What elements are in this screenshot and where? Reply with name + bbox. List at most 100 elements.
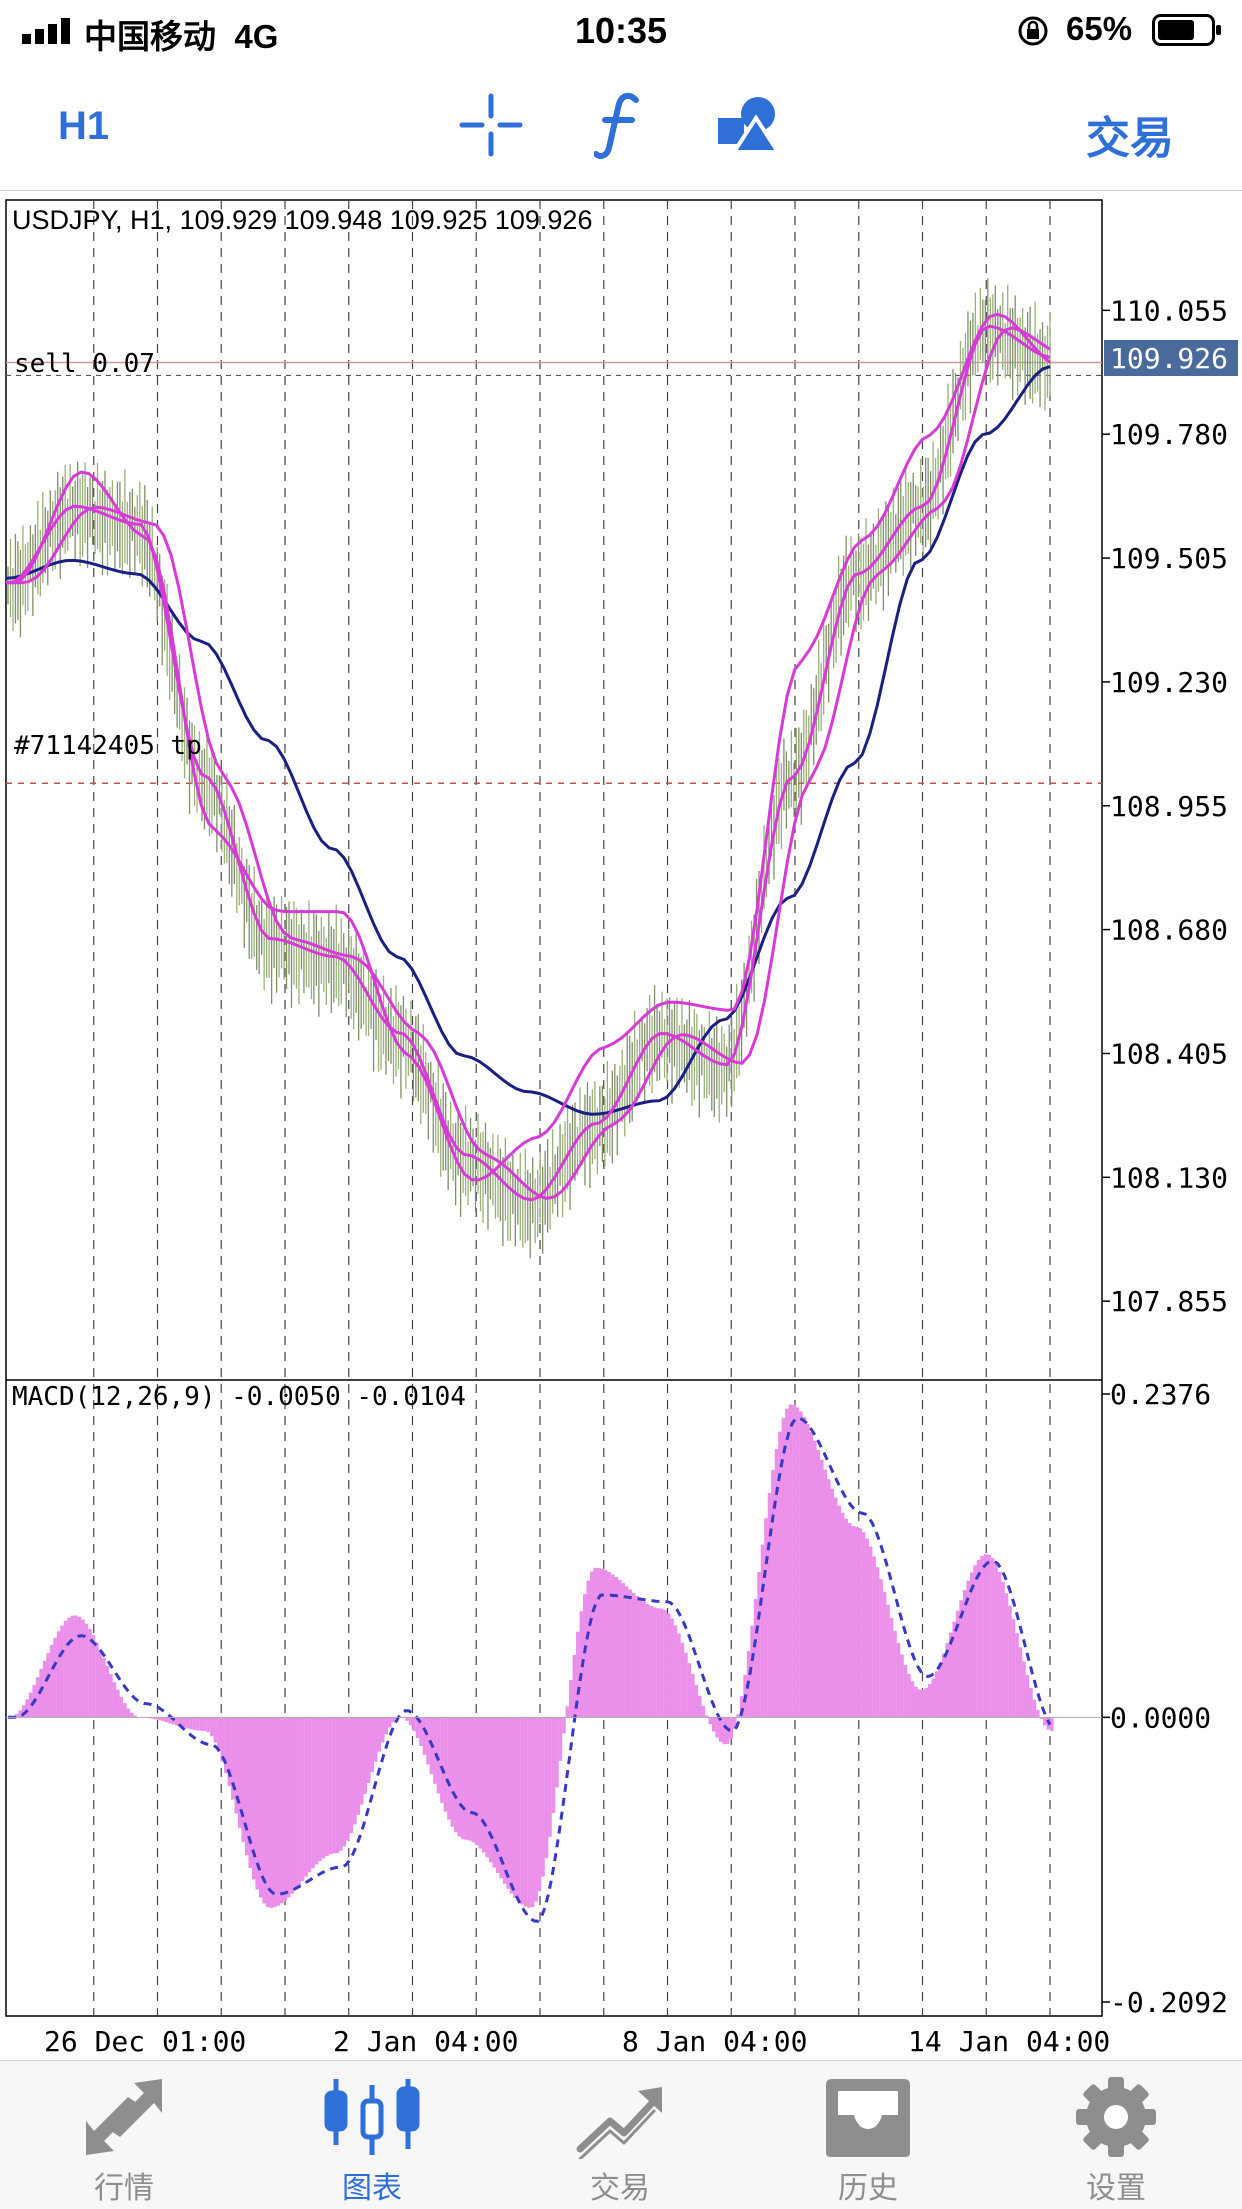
- macd-bar: [273, 1717, 277, 1907]
- macd-bar: [370, 1717, 374, 1772]
- macd-bar: [374, 1717, 378, 1761]
- macd-bar: [855, 1527, 859, 1718]
- tab-label: 图表: [248, 2163, 496, 2207]
- macd-bar: [977, 1560, 981, 1718]
- price-tick-label: 108.955: [1110, 790, 1228, 823]
- macd-bar: [674, 1625, 678, 1717]
- tab-quotes[interactable]: 行情: [0, 2061, 248, 2209]
- trade-button[interactable]: 交易: [1086, 102, 1174, 166]
- macd-bar: [587, 1581, 591, 1718]
- macd-bar: [391, 1717, 395, 1722]
- macd-bar: [900, 1655, 904, 1718]
- macd-bar: [848, 1523, 852, 1717]
- macd-bar: [210, 1717, 214, 1736]
- macd-bar: [245, 1717, 249, 1855]
- macd-bar: [60, 1626, 64, 1718]
- macd-bar: [872, 1556, 876, 1717]
- macd-bar: [545, 1717, 549, 1858]
- macd-bar: [722, 1717, 726, 1744]
- macd-bar: [346, 1717, 350, 1840]
- time-axis-label: 8 Jan 04:00: [622, 2025, 807, 2058]
- macd-tick-label: -0.2092: [1110, 1986, 1228, 2019]
- history-inbox-icon: [818, 2075, 918, 2159]
- macd-bar: [911, 1681, 915, 1717]
- macd-bar: [517, 1717, 521, 1901]
- candlestick-chart-icon: [322, 2075, 422, 2159]
- macd-bar: [702, 1706, 706, 1717]
- macd-bar: [95, 1642, 99, 1717]
- macd-bar: [485, 1717, 489, 1857]
- macd-bar: [451, 1717, 455, 1826]
- macd-bar: [938, 1663, 942, 1718]
- function-f-icon[interactable]: [594, 90, 644, 160]
- macd-bar: [820, 1460, 824, 1718]
- macd-bar: [186, 1717, 190, 1728]
- macd-bar: [339, 1717, 343, 1850]
- macd-bar: [193, 1717, 197, 1730]
- chart-header: USDJPY, H1, 109.929 109.948 109.925 109.…: [12, 205, 592, 235]
- macd-bar: [224, 1717, 228, 1773]
- macd-bar: [817, 1450, 821, 1717]
- current-price-text: 109.926: [1110, 342, 1228, 375]
- tab-chart[interactable]: 图表: [248, 2061, 496, 2209]
- macd-bar: [635, 1596, 639, 1717]
- macd-bar: [1015, 1633, 1019, 1717]
- tab-trade[interactable]: 交易: [496, 2061, 744, 2209]
- macd-bar: [50, 1645, 54, 1717]
- macd-bar: [221, 1717, 225, 1761]
- macd-bar: [447, 1717, 451, 1819]
- macd-bar: [970, 1572, 974, 1717]
- macd-bar: [799, 1412, 803, 1718]
- macd-bar: [754, 1599, 758, 1717]
- price-tick-label: 108.405: [1110, 1037, 1228, 1070]
- macd-bar: [851, 1526, 855, 1717]
- macd-bar: [897, 1643, 901, 1717]
- macd-bar: [482, 1717, 486, 1852]
- macd-bar: [663, 1610, 667, 1717]
- macd-bar: [1036, 1710, 1040, 1717]
- macd-bar: [949, 1633, 953, 1718]
- macd-bar: [478, 1717, 482, 1848]
- macd-header: MACD(12,26,9) -0.0050 -0.0104: [12, 1382, 466, 1412]
- crosshair-icon[interactable]: [458, 92, 524, 158]
- macd-bar: [1029, 1688, 1033, 1717]
- macd-bar: [384, 1717, 388, 1734]
- macd-bar: [914, 1687, 918, 1718]
- macd-bar: [499, 1717, 503, 1878]
- macd-bar: [796, 1407, 800, 1717]
- macd-bar: [81, 1620, 85, 1718]
- macd-bar: [600, 1569, 604, 1718]
- tab-settings[interactable]: 设置: [992, 2061, 1240, 2209]
- macd-bar: [998, 1572, 1002, 1717]
- macd-bar: [890, 1618, 894, 1717]
- macd-bar: [834, 1498, 838, 1718]
- shapes-icon[interactable]: [716, 92, 782, 158]
- price-tick-label: 108.130: [1110, 1161, 1228, 1194]
- macd-bar: [297, 1717, 301, 1885]
- macd-bar: [991, 1558, 995, 1717]
- settings-gear-icon: [1066, 2075, 1166, 2159]
- macd-bar: [921, 1690, 925, 1717]
- macd-bar: [1008, 1606, 1012, 1718]
- tab-history[interactable]: 历史: [744, 2061, 992, 2209]
- macd-bar: [925, 1688, 929, 1717]
- timeframe-button[interactable]: H1: [58, 104, 109, 149]
- macd-bar: [67, 1618, 71, 1718]
- macd-bar: [792, 1405, 796, 1717]
- macd-bar: [994, 1564, 998, 1717]
- macd-bar: [569, 1680, 573, 1717]
- time-axis-label: 2 Jan 04:00: [333, 2025, 518, 2058]
- macd-bar: [458, 1717, 462, 1836]
- macd-bar: [876, 1567, 880, 1717]
- macd-bar: [381, 1717, 385, 1742]
- macd-bar: [715, 1717, 719, 1737]
- macd-bar: [510, 1717, 514, 1893]
- macd-bar: [290, 1717, 294, 1893]
- macd-bar: [534, 1717, 538, 1901]
- macd-bar: [71, 1616, 75, 1718]
- macd-bar: [266, 1717, 270, 1907]
- price-chart[interactable]: 110.055109.780109.505109.230108.955108.6…: [0, 190, 1242, 2060]
- macd-bar: [99, 1650, 103, 1717]
- battery-percent: 65%: [1066, 10, 1132, 48]
